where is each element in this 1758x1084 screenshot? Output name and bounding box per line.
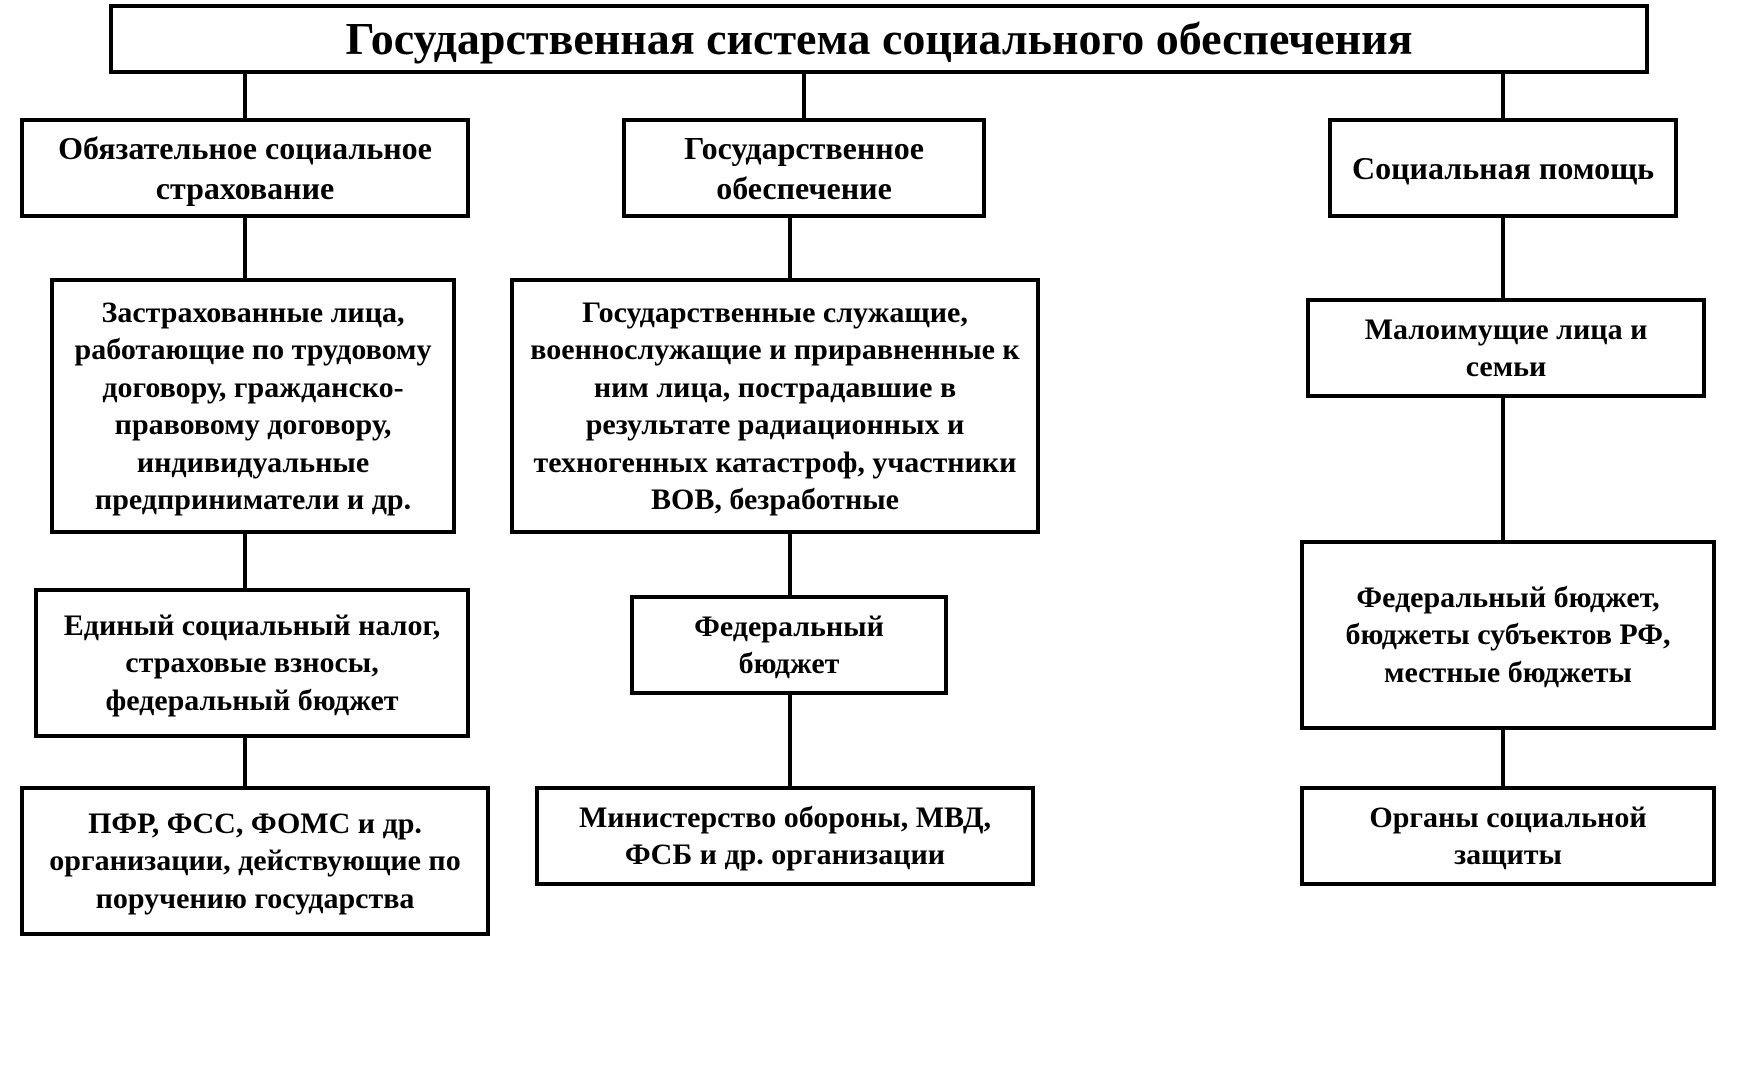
node-col1-b2-label: Единый социальный налог, страховые взнос… [52, 607, 452, 720]
node-col1-head: Обязательное социальное страхование [20, 118, 470, 218]
node-col3-b1: Малоимущие лица и семьи [1306, 298, 1706, 398]
node-col1-b1-label: Застрахованные лица, работающие по трудо… [68, 294, 438, 519]
node-col3-b2-label: Федеральный бюджет, бюджеты субъектов РФ… [1318, 579, 1698, 692]
node-root-label: Государственная система социального обес… [345, 10, 1412, 68]
node-col1-b3-label: ПФР, ФСС, ФОМС и др. организации, действ… [38, 805, 472, 918]
node-col3-b3-label: Органы социальной защиты [1318, 799, 1698, 874]
node-root: Государственная система социального обес… [109, 4, 1649, 74]
node-col3-b2: Федеральный бюджет, бюджеты субъектов РФ… [1300, 540, 1716, 730]
node-col1-head-label: Обязательное социальное страхование [38, 128, 452, 208]
node-col1-b3: ПФР, ФСС, ФОМС и др. организации, действ… [20, 786, 490, 936]
node-col2-b3-label: Министерство обороны, МВД, ФСБ и др. орг… [553, 799, 1017, 874]
node-col2-b1-label: Государственные служащие, военнослужащие… [528, 294, 1022, 519]
node-col3-b3: Органы социальной защиты [1300, 786, 1716, 886]
node-col1-b1: Застрахованные лица, работающие по трудо… [50, 278, 456, 534]
node-col3-head: Социальная помощь [1328, 118, 1678, 218]
node-col2-b2: Федеральный бюджет [630, 595, 948, 695]
node-col3-head-label: Социальная помощь [1352, 148, 1654, 188]
node-col2-b3: Министерство обороны, МВД, ФСБ и др. орг… [535, 786, 1035, 886]
node-col2-b1: Государственные служащие, военнослужащие… [510, 278, 1040, 534]
diagram-canvas: Государственная система социального обес… [0, 0, 1758, 1084]
node-col2-b2-label: Федеральный бюджет [648, 608, 930, 683]
node-col2-head: Государственное обеспечение [622, 118, 986, 218]
node-col1-b2: Единый социальный налог, страховые взнос… [34, 588, 470, 738]
node-col2-head-label: Государственное обеспечение [640, 128, 968, 208]
node-col3-b1-label: Малоимущие лица и семьи [1324, 311, 1688, 386]
